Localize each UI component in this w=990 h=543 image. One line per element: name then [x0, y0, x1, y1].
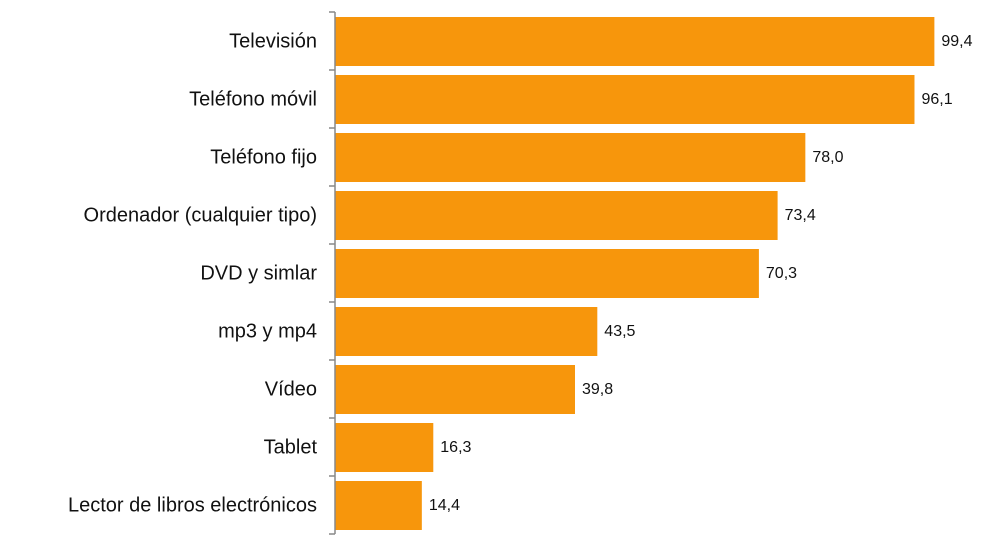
category-label: Tablet — [264, 437, 318, 459]
category-labels-layer: Televisión Teléfono móvil Teléfono fijo Ord… — [68, 31, 317, 517]
value-label: 43,5 — [604, 323, 635, 340]
category-label: Lector de libros electrónicos — [68, 495, 317, 517]
bar — [335, 17, 935, 66]
value-label: 73,4 — [785, 207, 816, 224]
value-label: 96,1 — [921, 91, 952, 108]
category-label: Ordenador (cualquier tipo) — [84, 205, 317, 227]
category-label: Televisión — [229, 31, 317, 53]
value-label: 14,4 — [429, 497, 460, 514]
value-label: 39,8 — [582, 381, 613, 398]
value-label: 16,3 — [440, 439, 471, 456]
category-label: DVD y simlar — [200, 263, 317, 285]
bar — [335, 481, 422, 530]
bar — [335, 133, 806, 182]
category-label: Teléfono fijo — [210, 147, 317, 169]
bar — [335, 249, 759, 298]
bar — [335, 365, 575, 414]
bar — [335, 423, 434, 472]
axis-layer — [329, 11, 336, 535]
bars-layer — [335, 17, 935, 530]
category-label: Vídeo — [265, 379, 317, 401]
bar — [335, 75, 915, 124]
value-label: 99,4 — [941, 33, 972, 50]
category-label: mp3 y mp4 — [218, 321, 317, 343]
bar — [335, 191, 778, 240]
value-labels-layer: 99,4 96,1 78,0 73,4 70,3 43,5 39,8 16,3 14,4 — [429, 33, 973, 514]
value-label: 78,0 — [812, 149, 843, 166]
category-label: Teléfono móvil — [189, 89, 317, 111]
value-label: 70,3 — [766, 265, 797, 282]
bar — [335, 307, 598, 356]
